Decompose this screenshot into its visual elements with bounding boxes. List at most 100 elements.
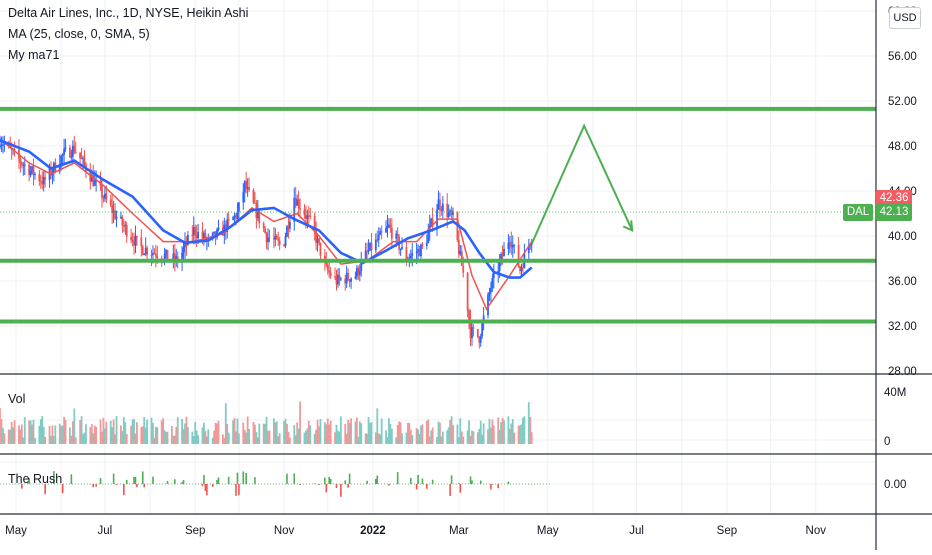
rush-bar — [136, 484, 138, 487]
rush-bar — [203, 475, 205, 484]
rush-bar — [95, 484, 97, 487]
candle-body — [70, 157, 72, 158]
candle-body — [461, 251, 463, 266]
price-tick-label: 48.00 — [888, 141, 917, 153]
volume-bar — [156, 427, 158, 444]
volume-label[interactable]: Vol — [8, 392, 25, 406]
horizontal-levels[interactable] — [0, 109, 876, 322]
rush-bar — [216, 480, 218, 484]
rush-bar — [143, 484, 145, 487]
volume-bar — [218, 421, 220, 444]
rush-bar — [340, 484, 342, 497]
candle-body — [264, 228, 266, 232]
candle-body — [448, 212, 450, 217]
rush-bar — [92, 484, 94, 487]
candle-body — [154, 253, 156, 254]
candle-body — [468, 310, 470, 320]
candle-body — [84, 158, 86, 165]
candle-body — [371, 243, 373, 251]
rush-bar — [490, 484, 492, 489]
candle-body — [197, 232, 199, 238]
candle-body — [477, 329, 479, 337]
candle-body — [507, 243, 509, 249]
candle-body — [167, 250, 169, 260]
volume-bar — [279, 433, 281, 444]
candle-body — [420, 245, 422, 257]
candle-body — [411, 253, 413, 256]
volume-bar — [483, 423, 485, 444]
candle-body — [277, 239, 279, 241]
time-tick-label: Mar — [449, 525, 469, 537]
volume-bar — [411, 435, 413, 444]
ma-legend[interactable]: MA (25, close, 0, SMA, 5) — [8, 27, 150, 41]
rush-bar — [376, 475, 378, 484]
candle-body — [467, 273, 469, 311]
candle-body — [481, 323, 483, 337]
price-tick-label: 40.00 — [888, 231, 917, 243]
custom-indicator-legend[interactable]: My ma71 — [8, 48, 59, 62]
candle-body — [156, 257, 158, 259]
volume-bar — [289, 438, 291, 444]
rush-bar — [133, 477, 135, 484]
volume-bar — [238, 433, 240, 444]
currency-button[interactable]: USD — [889, 7, 921, 29]
rush-bar — [497, 484, 499, 488]
volume-bar — [65, 420, 67, 444]
rush-bar — [174, 479, 176, 484]
candle-body — [0, 146, 1, 147]
volume-bar — [309, 425, 311, 444]
candle-body — [33, 166, 35, 175]
rush-bar — [228, 477, 230, 484]
rush-label[interactable]: The Rush — [8, 472, 62, 486]
volume-bar — [432, 427, 434, 444]
candle-body — [34, 174, 36, 175]
candle-body — [503, 249, 505, 256]
candle-body — [387, 226, 389, 228]
volume-bar — [401, 433, 403, 444]
rush-bar — [237, 473, 239, 484]
candle-body — [330, 272, 332, 276]
rush-bar — [212, 484, 214, 487]
volume-bar — [177, 417, 179, 444]
volume-bar — [391, 429, 393, 444]
candle-body — [327, 265, 329, 271]
candle-body — [410, 256, 412, 259]
candle-body — [339, 275, 341, 279]
rush-bar — [410, 478, 412, 484]
volume-bar — [228, 433, 230, 444]
candle-body — [146, 248, 148, 255]
candle-body — [136, 236, 138, 237]
volume-bar — [95, 427, 97, 444]
projection-arrow[interactable] — [532, 126, 633, 244]
candle-body — [69, 148, 71, 158]
candle-body — [110, 199, 112, 204]
price-axis[interactable]: 28.0032.0036.0040.0044.0048.0052.0056.00… — [884, 6, 917, 491]
volume-bar — [105, 422, 107, 444]
candle-body — [132, 240, 134, 241]
volume-bar — [258, 424, 260, 444]
rush-bar — [242, 471, 244, 484]
rush-bar — [330, 479, 332, 484]
rush-bar — [126, 480, 128, 484]
rush-bar — [113, 474, 115, 484]
candle-body — [194, 227, 196, 235]
rush-bar — [417, 475, 419, 484]
candle-body — [318, 238, 320, 242]
candle-body — [397, 234, 399, 237]
volume-bar — [381, 418, 383, 444]
candle-body — [101, 186, 103, 198]
candle-body — [471, 327, 473, 338]
symbol-tag: DAL — [843, 204, 873, 221]
rush-bar — [245, 473, 247, 484]
candle-body — [218, 228, 220, 230]
candle-body — [426, 243, 428, 246]
symbol-title[interactable]: Delta Air Lines, Inc., 1D, NYSE, Heikin … — [8, 6, 248, 20]
candle-body — [121, 217, 123, 226]
time-tick-label: Sep — [185, 525, 205, 537]
candle-body — [116, 217, 118, 219]
candle-body — [30, 170, 32, 175]
rush-bar — [254, 477, 256, 484]
